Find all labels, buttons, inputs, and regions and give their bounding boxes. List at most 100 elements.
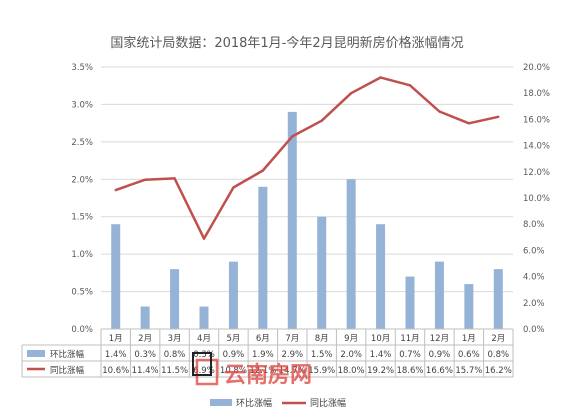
legend: 环比涨幅 同比涨幅 bbox=[210, 397, 346, 409]
bar-value-label: 0.9% bbox=[429, 350, 451, 360]
legend-label-line: 同比涨幅 bbox=[310, 397, 346, 409]
line-value-label: 16.2% bbox=[485, 366, 512, 376]
line-value-label: 11.4% bbox=[132, 366, 159, 376]
line-value-label: 11.5% bbox=[161, 366, 188, 376]
bar-4 bbox=[199, 306, 209, 329]
line-value-label: 16.6% bbox=[426, 366, 453, 376]
line-point-14 bbox=[497, 115, 500, 118]
x-tick-label: 11月 bbox=[400, 334, 419, 344]
line-value-label: 18.0% bbox=[338, 366, 365, 376]
table-row-label: 环比涨幅 bbox=[50, 349, 85, 360]
x-tick-label: 9月 bbox=[344, 334, 358, 344]
x-tick-label: 1月 bbox=[109, 334, 123, 344]
y-left-tick-label: 3.5% bbox=[71, 63, 93, 73]
y-right-tick-label: 2.0% bbox=[523, 299, 545, 309]
y-right-tick-label: 0.0% bbox=[523, 325, 545, 335]
bar-14 bbox=[493, 269, 503, 329]
legend-key-bar bbox=[210, 399, 232, 406]
bar-7 bbox=[287, 111, 297, 330]
watermark-text: 云南房网 bbox=[224, 362, 312, 388]
y-left-tick-label: 0.5% bbox=[71, 288, 93, 298]
line-point-3 bbox=[173, 177, 176, 180]
x-tick-label: 5月 bbox=[226, 334, 240, 344]
bar-1 bbox=[111, 224, 121, 329]
y-right-tick-label: 18.0% bbox=[523, 89, 550, 99]
watermark: 云南房网 bbox=[192, 352, 312, 388]
bar-5 bbox=[228, 261, 238, 329]
bar-value-label: 1.4% bbox=[370, 350, 392, 360]
y-right-tick-label: 12.0% bbox=[523, 168, 550, 178]
bar-12 bbox=[434, 261, 444, 329]
line-point-9 bbox=[349, 92, 353, 95]
line-point-7 bbox=[291, 135, 294, 138]
y-left-tick-label: 2.5% bbox=[71, 138, 93, 148]
line-point-6 bbox=[261, 169, 265, 172]
bar-value-label: 0.7% bbox=[399, 350, 421, 360]
line-value-label: 14.7% bbox=[279, 366, 306, 376]
line-series bbox=[114, 76, 500, 240]
line-value-label: 15.7% bbox=[455, 366, 482, 376]
cursor-box bbox=[192, 352, 212, 376]
bar-value-label: 1.9% bbox=[252, 350, 274, 360]
x-tick-label: 2月 bbox=[491, 334, 505, 344]
bar-value-label: 0.6% bbox=[458, 350, 480, 360]
bar-value-label: 0.3% bbox=[134, 350, 156, 360]
y-right-tick-label: 10.0% bbox=[523, 194, 550, 204]
line-value-label: 10.8% bbox=[220, 366, 247, 376]
y-right-tick-label: 14.0% bbox=[523, 142, 550, 152]
legend-label-bar: 环比涨幅 bbox=[236, 397, 272, 409]
y-left-tick-label: 3.0% bbox=[71, 100, 93, 110]
line-value-label: 12.1% bbox=[249, 366, 276, 376]
y-axis-left: 0.0% 0.5% 1.0% 1.5% 2.0% 2.5% 3.0% 3.5% bbox=[71, 63, 93, 335]
y-left-tick-label: 2.0% bbox=[71, 175, 93, 185]
line-point-1 bbox=[114, 188, 117, 192]
bar-value-label: 1.4% bbox=[105, 350, 127, 360]
line-point-8 bbox=[320, 119, 323, 122]
bar-11 bbox=[405, 276, 415, 329]
line-value-label: 19.2% bbox=[367, 366, 394, 376]
bar-2 bbox=[140, 306, 150, 329]
bar-8 bbox=[317, 216, 327, 329]
x-tick-label: 12月 bbox=[430, 334, 449, 344]
yoy-line bbox=[115, 76, 499, 240]
bar-6 bbox=[258, 186, 268, 329]
bar-3 bbox=[170, 269, 180, 329]
y-left-tick-label: 0.0% bbox=[71, 325, 93, 335]
x-tick-label: 7月 bbox=[285, 334, 299, 344]
y-right-tick-label: 4.0% bbox=[523, 273, 545, 283]
y-left-tick-label: 1.0% bbox=[71, 250, 93, 260]
line-point-4 bbox=[202, 237, 206, 240]
line-value-label: 6.9% bbox=[193, 366, 215, 376]
bar-series bbox=[111, 111, 503, 330]
x-tick-label: 4月 bbox=[197, 334, 211, 344]
line-value-label: 10.6% bbox=[102, 366, 129, 376]
bar-value-label: 1.5% bbox=[311, 350, 333, 360]
table-key-bar bbox=[27, 350, 45, 357]
bar-value-label: 0.8% bbox=[164, 350, 186, 360]
y-right-tick-label: 8.0% bbox=[523, 220, 545, 230]
y-right-tick-label: 20.0% bbox=[523, 63, 550, 73]
y-axis-right: 0.0% 2.0% 4.0% 6.0% 8.0% 10.0% 12.0% 14.0% 16.0%… bbox=[523, 63, 550, 335]
bar-value-label: 0.9% bbox=[223, 350, 245, 360]
x-tick-label: 10月 bbox=[371, 334, 390, 344]
y-right-tick-label: 6.0% bbox=[523, 246, 545, 256]
bar-10 bbox=[376, 224, 386, 329]
line-point-13 bbox=[467, 122, 471, 125]
bar-13 bbox=[464, 284, 474, 329]
x-tick-label: 8月 bbox=[315, 334, 329, 344]
line-point-5 bbox=[232, 186, 235, 189]
line-point-12 bbox=[438, 110, 441, 113]
bar-value-label: 2.9% bbox=[281, 350, 303, 360]
x-tick-label: 2月 bbox=[138, 334, 152, 344]
line-value-label: 18.6% bbox=[396, 366, 423, 376]
y-left-tick-label: 1.5% bbox=[71, 213, 93, 223]
x-tick-label: 3月 bbox=[168, 334, 182, 344]
line-value-label: 15.9% bbox=[308, 366, 335, 376]
x-tick-label: 1月 bbox=[462, 334, 476, 344]
bar-value-label: 2.0% bbox=[340, 350, 362, 360]
line-point-10 bbox=[379, 76, 382, 79]
line-point-11 bbox=[408, 84, 412, 87]
table-row-label: 同比涨幅 bbox=[50, 365, 85, 376]
